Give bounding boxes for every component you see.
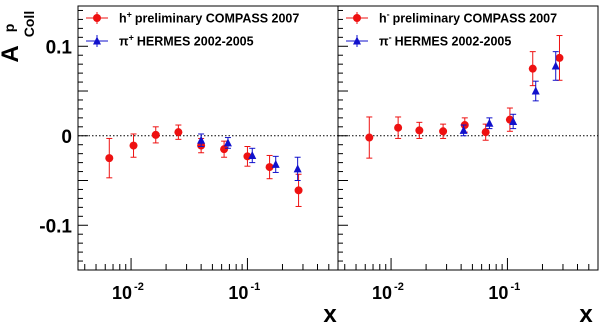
left-hermes-point — [271, 159, 280, 168]
right-hermes-point — [531, 86, 540, 95]
left-x-tick-label-exponent: -2 — [134, 281, 144, 293]
left-hermes-point — [223, 138, 232, 147]
left-compass-point — [151, 130, 160, 139]
left-y-tick-label: 0.1 — [46, 37, 73, 58]
left-legend-hermes-label: π+ HERMES 2002-2005 — [119, 33, 254, 49]
right-compass-point — [415, 126, 424, 135]
right-compass-point — [481, 128, 490, 137]
left-hermes-point — [293, 164, 302, 173]
left-legend-compass-label: h+ preliminary COMPASS 2007 — [119, 10, 299, 26]
right-legend-hermes-name: HERMES 2002-2005 — [395, 35, 512, 49]
left-compass-point — [265, 163, 274, 172]
right-legend-hermes-charge: - — [389, 33, 392, 43]
left-panel: 0.10-0.110 -2 10 -1h+ preliminary COMPASS 20… — [39, 5, 339, 303]
y-axis-title: A Coll p — [0, 11, 37, 63]
right-legend-compass-symbol: h — [379, 12, 387, 26]
right-compass-point — [439, 127, 448, 136]
left-compass-point — [129, 141, 138, 150]
left-legend-hermes-symbol: π — [119, 35, 129, 49]
left-x-tick-label-exponent: -1 — [250, 281, 260, 293]
right-hermes-point — [485, 118, 494, 127]
right-hermes-point — [459, 125, 468, 134]
left-y-tick-label: -0.1 — [39, 216, 72, 237]
right-x-tick-label: 10 — [372, 283, 392, 303]
left-legend-hermes-marker — [93, 36, 101, 45]
left-compass-point — [220, 145, 229, 154]
left-x-tick-label: 10 — [112, 283, 132, 303]
right-plot-frame — [337, 5, 599, 271]
x-axis-title-left: x — [323, 301, 337, 327]
left-legend-compass-marker — [93, 14, 101, 22]
right-legend-hermes-marker — [353, 36, 361, 45]
right-compass-point — [394, 123, 403, 132]
left-x-tick-label: 10 — [228, 283, 248, 303]
left-legend-hermes-charge: + — [129, 33, 134, 43]
y-axis-title-superscript: p — [1, 24, 17, 33]
left-legend-hermes-name: HERMES 2002-2005 — [137, 35, 254, 49]
left-hermes-point — [248, 150, 257, 159]
right-compass-point — [528, 64, 537, 73]
right-x-tick-label-exponent: -1 — [510, 281, 520, 293]
left-legend-compass-name: preliminary COMPASS 2007 — [135, 12, 299, 26]
left-compass-point — [294, 186, 303, 195]
left-compass-point — [174, 128, 183, 137]
y-axis-title-main: A — [0, 45, 24, 62]
right-legend-compass-name: preliminary COMPASS 2007 — [393, 12, 557, 26]
right-hermes-point — [509, 116, 518, 125]
right-x-tick-label-exponent: -2 — [394, 281, 404, 293]
right-legend-compass-label: h-preliminary COMPASS 2007 — [379, 10, 557, 26]
right-legend-compass-charge: - — [387, 10, 390, 20]
right-compass-point — [365, 133, 374, 142]
left-y-tick-label: 0 — [61, 127, 72, 148]
left-legend-compass-charge: + — [127, 10, 132, 20]
y-axis-title-subscript: Coll — [21, 11, 37, 37]
right-compass-point — [555, 53, 564, 62]
left-compass-point — [105, 154, 114, 163]
left-legend-compass-symbol: h — [119, 12, 127, 26]
right-legend-compass-marker — [353, 14, 361, 22]
x-axis-title-right: x — [579, 301, 593, 327]
right-legend-hermes-symbol: π — [379, 35, 389, 49]
right-hermes-point — [551, 61, 560, 70]
right-legend-hermes-label: π- HERMES 2002-2005 — [379, 33, 511, 49]
left-hermes-point — [197, 135, 206, 144]
right-x-tick-label: 10 — [488, 283, 508, 303]
